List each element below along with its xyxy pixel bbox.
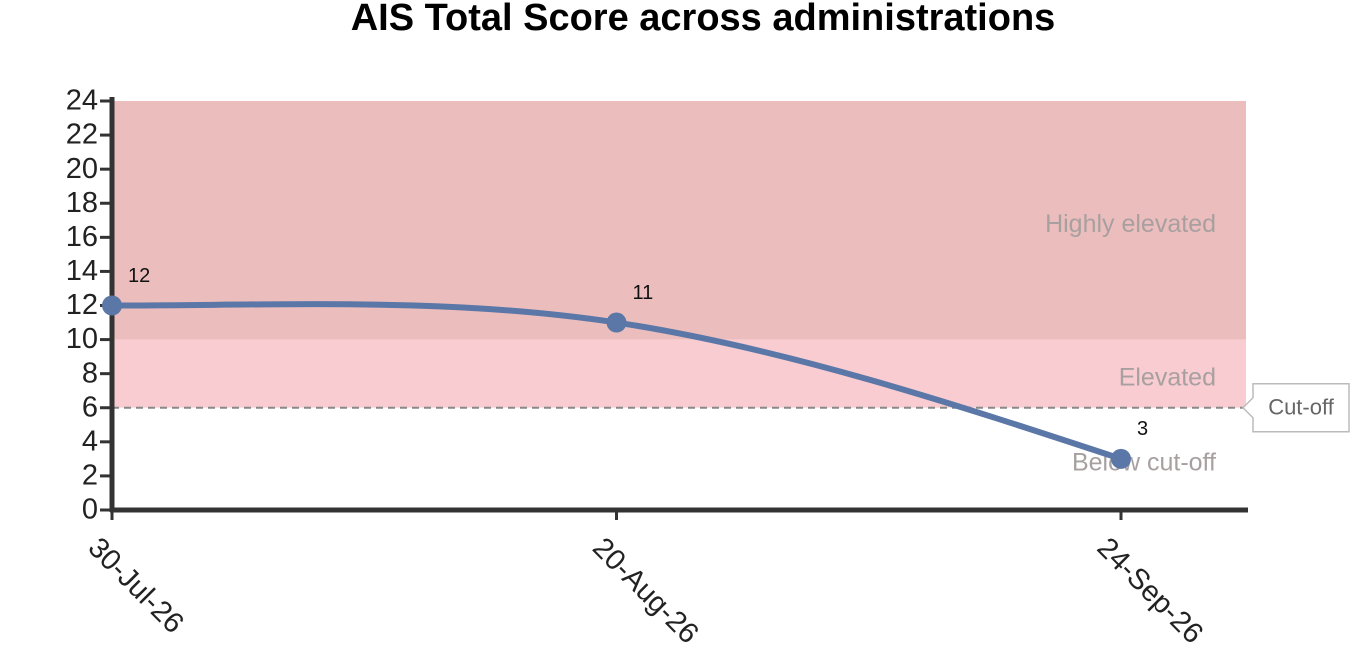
y-tick-label: 16 (66, 221, 98, 253)
point (606, 312, 627, 333)
band (112, 101, 1246, 340)
x-tick-label: 24-Sep-26 (1091, 532, 1209, 650)
cutoff-callout (1241, 383, 1350, 433)
y-tick-label: 8 (82, 357, 98, 389)
band (112, 407, 1246, 510)
band (112, 339, 1246, 408)
y-tick-label: 6 (82, 391, 98, 423)
cutoff-label: Cut-off (1268, 395, 1335, 420)
chart-title: AIS Total Score across administrations (351, 0, 1056, 39)
point (102, 295, 122, 316)
y-tick-label: 0 (82, 494, 98, 526)
value-label: 3 (1137, 418, 1148, 440)
y-tick-label: 4 (82, 425, 98, 457)
y-tick-label: 14 (66, 255, 98, 287)
y-tick-label: 18 (66, 187, 98, 219)
band-label: Highly elevated (1045, 210, 1216, 238)
y-tick-label: 2 (82, 460, 98, 492)
band-label: Elevated (1119, 363, 1216, 391)
y-tick-label: 10 (66, 323, 98, 355)
y-tick-label: 22 (66, 119, 98, 151)
y-tick-label: 12 (66, 289, 98, 321)
value-label: 11 (633, 282, 654, 304)
point (1111, 448, 1131, 469)
y-tick-label: 20 (66, 153, 98, 185)
x-tick-label: 20-Aug-26 (586, 532, 704, 650)
x-tick-label: 30-Jul-26 (82, 532, 190, 640)
y-tick-label: 24 (66, 85, 98, 117)
value-label: 12 (128, 265, 150, 287)
